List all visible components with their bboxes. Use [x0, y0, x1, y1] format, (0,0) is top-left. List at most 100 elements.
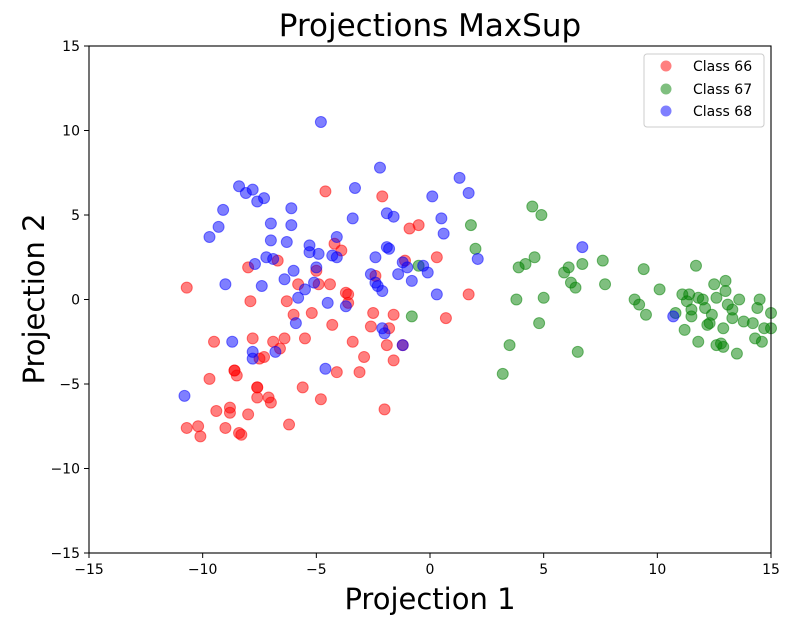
data-point-class-68: [348, 181, 361, 194]
data-point-class-68: [289, 317, 302, 330]
data-point-class-68: [310, 261, 323, 274]
x-tick-label: −15: [74, 562, 104, 578]
data-point-class-66: [319, 185, 332, 198]
ticks-layer: −15 −10 −5 0 5 10 15 −15 −10 −5 0 5 10 15: [50, 39, 779, 578]
data-point-class-67: [719, 274, 732, 287]
data-point-class-68: [396, 339, 409, 352]
data-point-class-67: [639, 308, 652, 321]
data-point-class-68: [203, 230, 216, 243]
data-point-class-67: [464, 219, 477, 232]
data-point-class-68: [287, 264, 300, 277]
legend-label-class-67: Class 67: [693, 82, 752, 98]
data-point-class-66: [330, 366, 343, 379]
data-point-class-68: [667, 310, 680, 323]
data-point-class-66: [192, 420, 205, 433]
data-point-class-68: [383, 242, 396, 255]
data-point-class-66: [298, 332, 311, 345]
x-tick-label: 10: [648, 562, 666, 578]
data-point-class-67: [519, 258, 532, 271]
data-point-class-67: [726, 303, 739, 316]
data-point-class-68: [178, 389, 191, 402]
y-tick-label: 0: [71, 293, 80, 309]
data-point-class-68: [346, 212, 359, 225]
data-point-class-68: [376, 285, 389, 298]
data-point-class-68: [462, 187, 475, 200]
data-point-class-68: [426, 190, 439, 203]
data-point-class-66: [223, 406, 236, 419]
data-point-class-67: [562, 261, 575, 274]
data-point-class-66: [208, 335, 221, 348]
data-point-class-67: [708, 278, 721, 291]
x-tick-label: 15: [762, 562, 780, 578]
data-point-class-68: [248, 258, 261, 271]
data-point-class-67: [637, 263, 650, 276]
data-point-class-68: [264, 234, 277, 247]
chart-title: Projections MaxSup: [279, 8, 581, 44]
data-point-class-66: [346, 335, 359, 348]
data-point-class-68: [339, 300, 352, 313]
data-point-class-67: [705, 308, 718, 321]
points-layer: [178, 116, 777, 443]
data-point-class-68: [312, 247, 325, 260]
y-tick-label: 10: [62, 124, 80, 140]
data-point-class-66: [326, 318, 339, 331]
data-point-class-66: [283, 418, 296, 431]
data-point-class-68: [219, 278, 232, 291]
data-point-class-67: [685, 303, 698, 316]
data-point-class-67: [510, 293, 523, 306]
data-point-class-66: [210, 405, 223, 418]
data-point-class-68: [280, 236, 293, 249]
x-tick-label: −10: [188, 562, 218, 578]
data-point-class-67: [528, 251, 541, 264]
x-tick-label: 5: [539, 562, 548, 578]
data-point-class-68: [269, 345, 282, 358]
data-point-class-66: [364, 320, 377, 333]
data-point-class-67: [730, 347, 743, 360]
legend-marker-class-68: [660, 105, 672, 117]
data-point-class-66: [378, 403, 391, 416]
data-point-class-68: [471, 252, 484, 265]
data-point-class-68: [401, 261, 414, 274]
data-point-class-67: [717, 340, 730, 353]
data-point-class-68: [246, 183, 259, 196]
data-point-class-66: [246, 332, 259, 345]
data-point-class-66: [367, 307, 380, 320]
data-point-class-66: [251, 391, 264, 404]
data-point-class-67: [571, 345, 584, 358]
data-point-class-67: [710, 291, 723, 304]
data-point-class-68: [285, 219, 298, 232]
data-point-class-68: [278, 273, 291, 286]
x-tick-label: 0: [426, 562, 435, 578]
data-point-class-67: [535, 209, 548, 221]
data-point-class-67: [599, 278, 612, 291]
data-point-class-66: [242, 408, 255, 421]
data-point-class-68: [246, 345, 259, 358]
data-point-class-68: [330, 251, 343, 264]
data-point-class-67: [755, 335, 768, 348]
x-tick-label: −5: [306, 562, 327, 578]
data-point-class-67: [733, 293, 746, 306]
data-point-class-67: [633, 298, 646, 311]
data-point-class-68: [373, 161, 386, 174]
data-point-class-66: [180, 281, 193, 294]
data-point-class-68: [392, 268, 405, 281]
data-point-class-68: [212, 220, 225, 233]
data-point-class-66: [353, 366, 366, 379]
data-point-class-66: [264, 396, 277, 409]
data-point-class-68: [330, 230, 343, 243]
legend: Class 66 Class 67 Class 68: [643, 53, 765, 128]
plot-area: [89, 46, 771, 553]
data-point-class-68: [258, 192, 271, 205]
data-point-class-68: [369, 251, 382, 264]
x-axis-title: Projection 1: [344, 582, 515, 616]
data-point-class-66: [219, 421, 232, 434]
data-point-class-66: [244, 295, 257, 308]
data-point-class-66: [194, 430, 207, 443]
data-point-class-68: [255, 279, 268, 292]
data-point-class-66: [323, 278, 336, 291]
y-tick-label: −15: [50, 546, 80, 562]
y-tick-label: 5: [71, 208, 80, 224]
data-point-class-66: [430, 251, 443, 264]
data-point-class-68: [430, 288, 443, 301]
